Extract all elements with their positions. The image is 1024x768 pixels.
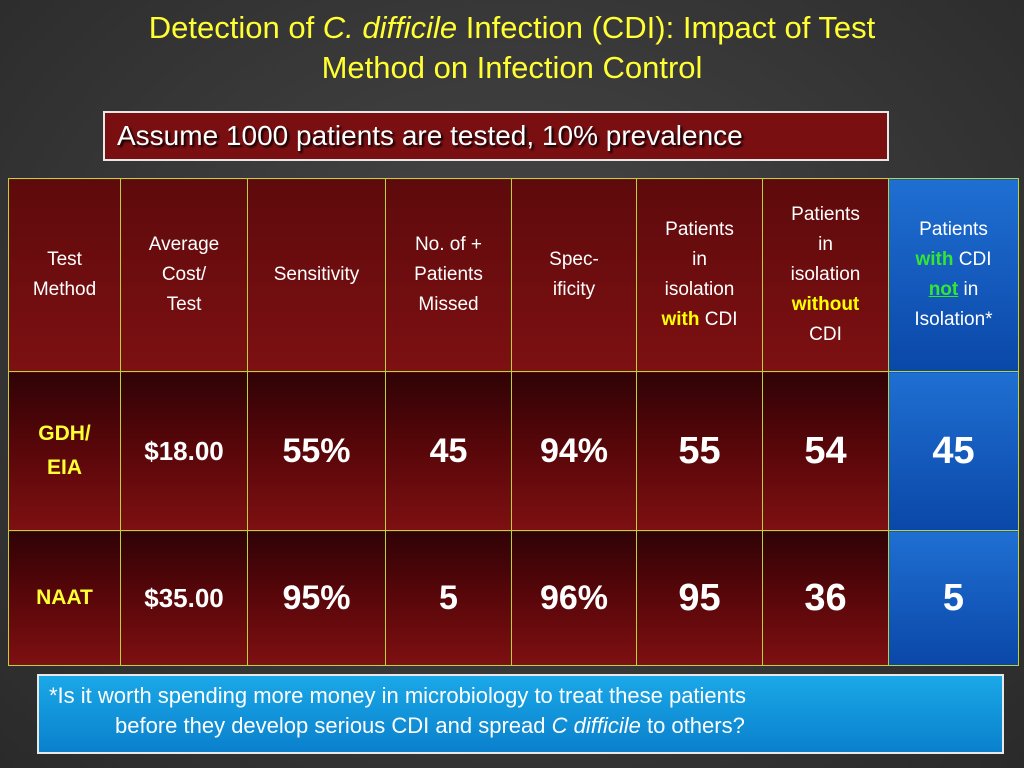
header-keyword: not	[928, 279, 959, 300]
cell-cdi-not-isolated: 45	[888, 371, 1019, 531]
header-keyword: with	[661, 309, 700, 330]
header-text: isolation	[790, 264, 861, 285]
header-text: Cost/	[161, 264, 207, 285]
header-text: in	[692, 249, 707, 270]
cell-cdi-not-isolated: 5	[888, 530, 1019, 666]
cell-specificity: 96%	[511, 530, 637, 666]
cell-missed: 5	[385, 530, 512, 666]
assumption-banner: Assume 1000 patients are tested, 10% pre…	[103, 111, 889, 161]
header-text: isolation	[664, 279, 735, 300]
header-text: Isolation*	[914, 309, 993, 330]
header-text: Spec-	[549, 249, 599, 270]
header-text: CDI	[699, 309, 738, 330]
cell-cost: $35.00	[120, 530, 248, 666]
header-text: Test	[47, 249, 82, 270]
title-suffix: Infection (CDI): Impact of Test	[457, 10, 876, 45]
header-cdi-not-isolated: Patients with CDI not in Isolation*	[888, 178, 1019, 372]
title-line-1: Detection of C. difficile Infection (CDI…	[0, 8, 1024, 48]
title-prefix: Detection of	[148, 10, 323, 45]
header-text: Patients	[919, 219, 988, 240]
header-text: ificity	[552, 279, 596, 300]
header-specificity: Spec-ificity	[511, 178, 637, 372]
header-text: Patients	[414, 264, 483, 285]
header-text: CDI	[953, 249, 992, 270]
cell-specificity: 94%	[511, 371, 637, 531]
header-text: No. of +	[414, 234, 483, 255]
method-text: EIA	[46, 456, 82, 479]
header-text: Average	[148, 234, 220, 255]
table-row: GDH/EIA $18.00 55% 45 94% 55 54 45	[8, 371, 1019, 531]
header-text: Patients	[665, 219, 734, 240]
header-cost: Average Cost/Test	[120, 178, 248, 372]
title-italic: C. difficile	[322, 10, 458, 45]
footnote-text: before they develop serious CDI and spre…	[115, 713, 552, 738]
cell-method: GDH/EIA	[8, 371, 121, 531]
header-text: Test	[166, 294, 202, 315]
slide-title: Detection of C. difficile Infection (CDI…	[0, 8, 1024, 88]
cell-sensitivity: 95%	[247, 530, 386, 666]
header-text: in	[958, 279, 979, 300]
footnote-box: *Is it worth spending more money in micr…	[37, 674, 1004, 754]
cell-isolation-with-cdi: 95	[636, 530, 763, 666]
header-row: Test Method Average Cost/Test Sensitivity …	[8, 178, 1019, 372]
header-text: Method	[32, 279, 97, 300]
header-keyword: without	[791, 294, 860, 315]
header-text: CDI	[809, 324, 842, 345]
method-text: NAAT	[36, 586, 93, 609]
footnote-text: to others?	[640, 713, 745, 738]
header-sensitivity: Sensitivity	[247, 178, 386, 372]
cell-method: NAAT	[8, 530, 121, 666]
header-text: in	[818, 234, 833, 255]
cell-missed: 45	[385, 371, 512, 531]
footnote-line-2: before they develop serious CDI and spre…	[49, 711, 992, 741]
header-text: Patients	[791, 204, 860, 225]
cell-sensitivity: 55%	[247, 371, 386, 531]
header-test-method: Test Method	[8, 178, 121, 372]
cell-isolation-with-cdi: 55	[636, 371, 763, 531]
comparison-table: Test Method Average Cost/Test Sensitivity …	[8, 178, 1019, 666]
footnote-italic: C difficile	[551, 713, 641, 738]
method-text: GDH/	[38, 422, 91, 445]
header-keyword: with	[915, 249, 954, 270]
header-missed: No. of + Patients Missed	[385, 178, 512, 372]
cell-isolation-without-cdi: 36	[762, 530, 889, 666]
table-row: NAAT $35.00 95% 5 96% 95 36 5	[8, 530, 1019, 666]
title-line-2: Method on Infection Control	[321, 50, 703, 85]
header-text: Missed	[418, 294, 479, 315]
cell-cost: $18.00	[120, 371, 248, 531]
footnote-line-1: *Is it worth spending more money in micr…	[49, 683, 747, 708]
header-isolation-without-cdi: Patients in isolation without CDI	[762, 178, 889, 372]
cell-isolation-without-cdi: 54	[762, 371, 889, 531]
header-isolation-with-cdi: Patients in isolation with CDI	[636, 178, 763, 372]
